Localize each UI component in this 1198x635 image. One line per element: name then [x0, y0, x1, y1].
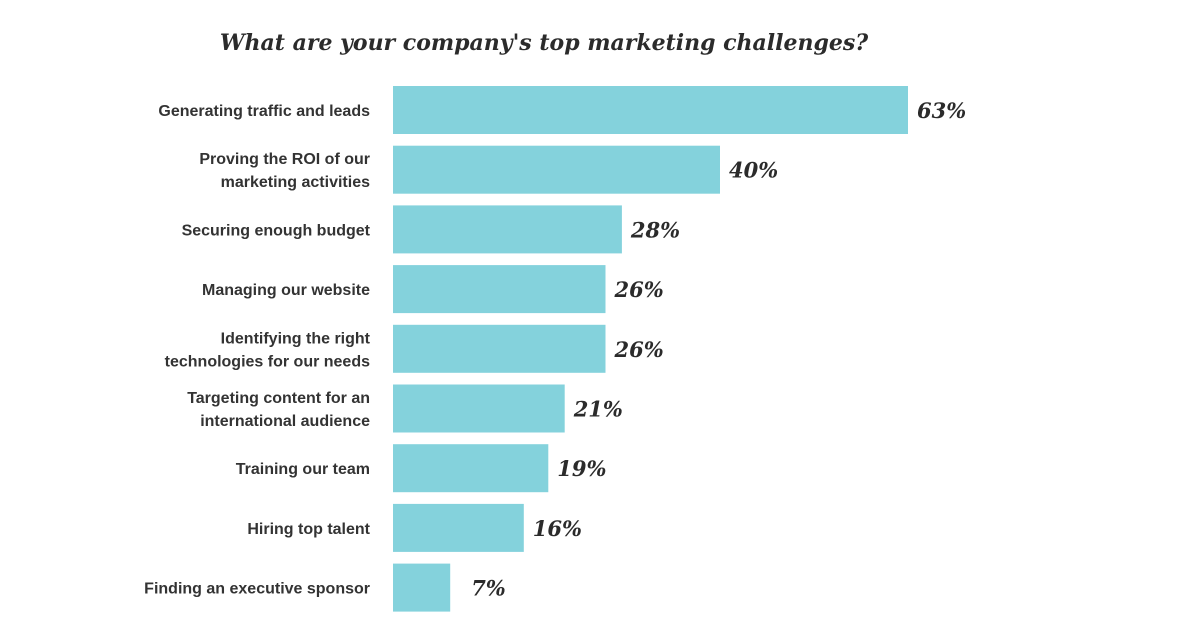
category-label: Targeting content for an international au…	[187, 390, 370, 430]
value-label: 19%	[557, 456, 606, 481]
bar	[393, 145, 720, 194]
category-label: Managing our website	[202, 282, 370, 299]
category-label: Training our team	[236, 461, 370, 478]
category-label: Securing enough budget	[182, 222, 371, 239]
bar	[393, 444, 549, 493]
value-label: 40%	[729, 158, 778, 183]
bar	[393, 503, 524, 552]
category-labels: Generating traffic and leads Proving the …	[144, 103, 371, 598]
value-label: 7%	[471, 576, 506, 601]
value-label: 63%	[917, 98, 966, 123]
value-label: 28%	[630, 217, 680, 242]
bar	[393, 265, 606, 314]
bars-layer	[393, 86, 908, 612]
bar	[393, 384, 565, 433]
value-label: 26%	[614, 337, 664, 362]
bar	[393, 86, 908, 134]
value-label: 16%	[533, 516, 582, 541]
category-label: Proving the ROI of our marketing activiti…	[199, 151, 370, 191]
value-labels: 63% 40% 28% 26% 26% 21% 19% 16% 7%	[471, 98, 966, 601]
bar	[393, 205, 622, 254]
value-label: 26%	[614, 277, 664, 302]
category-label: Hiring top talent	[247, 521, 370, 538]
category-label: Finding an executive sponsor	[144, 581, 370, 598]
value-label: 21%	[573, 397, 623, 422]
bar	[393, 324, 606, 373]
category-label: Identifying the right technologies for ou…	[165, 330, 371, 370]
category-label: Generating traffic and leads	[158, 103, 370, 120]
chart-title: What are your company's top marketing ch…	[220, 30, 869, 56]
bar	[393, 563, 451, 612]
